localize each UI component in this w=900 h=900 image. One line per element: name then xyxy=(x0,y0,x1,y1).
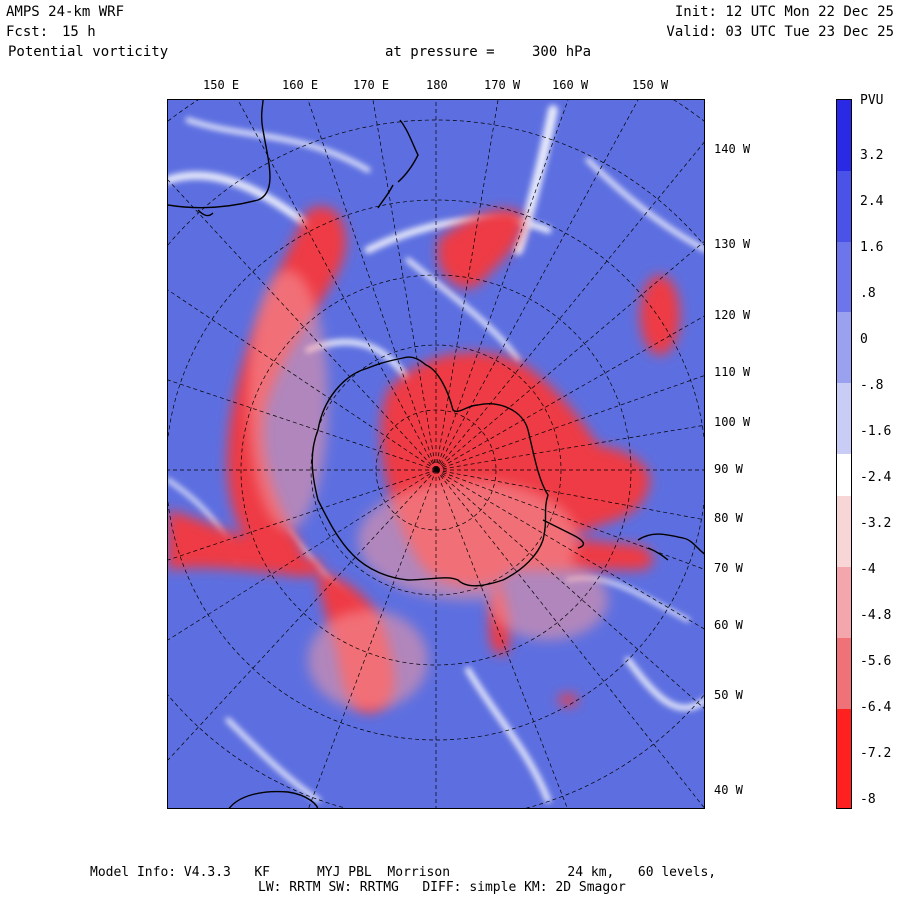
footer-model-info: Model Info: V4.3.3 KF MYJ PBL Morrison 2… xyxy=(90,865,717,880)
init-time: Init: 12 UTC Mon 22 Dec 25 xyxy=(674,4,894,20)
lon-label-top: 160 W xyxy=(552,78,589,92)
lon-label-right: 70 W xyxy=(714,561,743,575)
cb-tick: -5.6 xyxy=(860,654,892,669)
pv-map[interactable] xyxy=(167,99,705,809)
pressure-label: at pressure = xyxy=(385,44,495,60)
lon-label-right: 50 W xyxy=(714,688,743,702)
lon-label-right: 60 W xyxy=(714,618,743,632)
lon-label-top: 180 xyxy=(426,78,448,92)
model-title: AMPS 24-km WRF xyxy=(6,4,125,20)
cb-seg-blue-3 xyxy=(837,241,851,313)
cb-seg-blue-2 xyxy=(837,170,851,242)
cb-seg-red-4 xyxy=(837,708,851,808)
cb-tick: -8 xyxy=(860,792,876,807)
cb-tick: -.8 xyxy=(860,378,884,393)
lon-label-top: 170 E xyxy=(353,78,390,92)
cb-seg-blue-5 xyxy=(837,383,851,454)
cb-tick: -1.6 xyxy=(860,424,892,439)
cb-tick: 1.6 xyxy=(860,240,884,255)
cb-tick: -4 xyxy=(860,562,876,577)
lon-label-right: 100 W xyxy=(714,415,751,429)
cb-seg-red-3 xyxy=(837,638,851,709)
forecast-label: Fcst: xyxy=(6,24,49,40)
lon-label-top: 160 E xyxy=(282,78,319,92)
forecast-value: 15 h xyxy=(62,24,96,40)
lon-label-right: 130 W xyxy=(714,237,751,251)
lon-label-right: 110 W xyxy=(714,365,751,379)
pv-map-svg xyxy=(168,100,704,808)
cb-tick: -3.2 xyxy=(860,516,892,531)
cb-seg-red-2 xyxy=(837,567,851,639)
cb-tick: -6.4 xyxy=(860,700,892,715)
cb-tick: -2.4 xyxy=(860,470,892,485)
cb-tick: 3.2 xyxy=(860,148,884,163)
cb-seg-red-1 xyxy=(837,496,851,568)
cb-tick: 0 xyxy=(860,332,868,347)
colorbar-unit: PVU xyxy=(860,93,884,108)
footer-physics: LW: RRTM SW: RRTMG DIFF: simple KM: 2D S… xyxy=(258,880,626,895)
field-name: Potential vorticity xyxy=(8,44,169,60)
neutral-filaments xyxy=(168,105,704,803)
lon-label-right: 90 W xyxy=(714,462,743,476)
cb-tick: -4.8 xyxy=(860,608,892,623)
cb-seg-white xyxy=(837,454,851,497)
lon-label-right: 40 W xyxy=(714,783,743,797)
lon-label-top: 150 E xyxy=(203,78,240,92)
lon-label-right: 120 W xyxy=(714,308,751,322)
cb-seg-blue-1 xyxy=(837,100,851,171)
pressure-value: 300 hPa xyxy=(532,44,592,60)
pink-fringes xyxy=(248,270,608,710)
cb-tick: .8 xyxy=(860,286,876,301)
coastlines xyxy=(168,100,704,808)
lon-label-right: 80 W xyxy=(714,511,743,525)
cb-tick: 2.4 xyxy=(860,194,884,209)
lon-label-right: 140 W xyxy=(714,142,751,156)
cb-seg-blue-4 xyxy=(837,312,851,384)
valid-time: Valid: 03 UTC Tue 23 Dec 25 xyxy=(666,24,894,40)
lon-label-top: 150 W xyxy=(632,78,669,92)
graticule xyxy=(168,100,704,808)
cb-tick: -7.2 xyxy=(860,746,892,761)
lon-label-top: 170 W xyxy=(484,78,521,92)
colorbar xyxy=(836,99,852,809)
